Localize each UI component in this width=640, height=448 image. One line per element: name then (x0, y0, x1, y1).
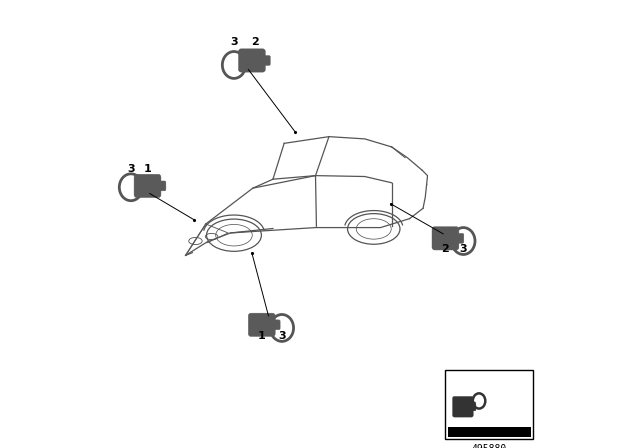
Text: 3: 3 (127, 164, 135, 174)
Text: 3: 3 (230, 37, 238, 47)
FancyBboxPatch shape (155, 181, 166, 191)
FancyBboxPatch shape (432, 227, 459, 250)
Text: 3: 3 (460, 245, 467, 254)
FancyBboxPatch shape (468, 402, 476, 411)
Ellipse shape (275, 319, 289, 337)
FancyBboxPatch shape (134, 174, 161, 198)
Ellipse shape (456, 232, 471, 250)
FancyBboxPatch shape (248, 313, 275, 336)
Text: 1: 1 (143, 164, 152, 174)
Text: 1: 1 (258, 332, 266, 341)
Ellipse shape (124, 179, 138, 196)
FancyBboxPatch shape (239, 49, 266, 72)
Bar (445, 370, 532, 439)
FancyBboxPatch shape (260, 56, 270, 65)
FancyBboxPatch shape (453, 233, 464, 243)
Ellipse shape (227, 56, 241, 73)
Ellipse shape (476, 396, 483, 405)
Text: 495880: 495880 (472, 444, 507, 448)
Text: 2: 2 (442, 245, 449, 254)
FancyBboxPatch shape (269, 320, 280, 330)
FancyBboxPatch shape (452, 396, 473, 417)
Text: 3: 3 (278, 332, 285, 341)
Bar (448, 427, 531, 437)
Text: 2: 2 (251, 37, 259, 47)
